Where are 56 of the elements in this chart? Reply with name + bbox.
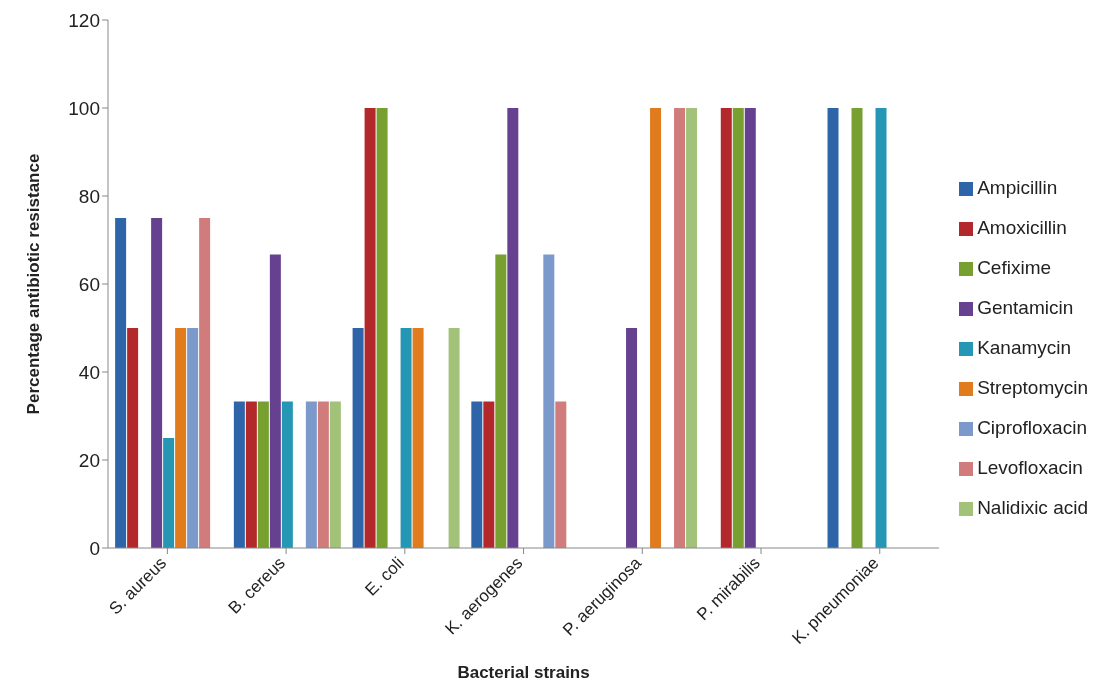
y-axis-title: Percentage antibiotic resistance: [24, 153, 44, 415]
bar: [732, 108, 744, 548]
y-tick-label: 120: [68, 9, 100, 31]
bar: [269, 254, 281, 548]
bar: [686, 108, 698, 548]
legend-label: Amoxicillin: [977, 217, 1067, 238]
bar: [543, 254, 555, 548]
x-tick-label: E. coli: [361, 553, 408, 600]
legend-label: Kanamycin: [977, 337, 1072, 358]
legend-label: Streptomycin: [977, 377, 1088, 398]
bar: [400, 328, 412, 548]
bar: [233, 401, 245, 548]
bar: [650, 108, 662, 548]
bar: [317, 401, 329, 548]
x-axis-title: Bacterial strains: [457, 663, 590, 682]
y-tick-label: 0: [89, 537, 100, 559]
bar: [495, 254, 507, 548]
bar: [483, 401, 495, 548]
bar: [115, 218, 127, 548]
bar: [744, 108, 756, 548]
bar: [352, 328, 364, 548]
bar: [364, 108, 376, 548]
y-tick-label: 80: [78, 185, 100, 207]
bar: [827, 108, 839, 548]
legend-label: Cefixime: [977, 257, 1052, 278]
legend-label: Ciprofloxacin: [977, 417, 1087, 438]
y-tick-label: 60: [78, 273, 100, 295]
legend-label: Nalidixic acid: [977, 497, 1088, 518]
legend-label: Levofloxacin: [977, 457, 1083, 478]
bar: [329, 401, 341, 548]
y-tick-label: 100: [68, 97, 100, 119]
bar: [257, 401, 269, 548]
bar: [281, 401, 293, 548]
legend-label: Gentamicin: [977, 297, 1074, 318]
bar: [187, 328, 199, 548]
bar: [674, 108, 686, 548]
y-tick-label: 20: [78, 449, 100, 471]
bar: [412, 328, 424, 548]
bar: [720, 108, 732, 548]
bar: [875, 108, 887, 548]
bar: [245, 401, 257, 548]
bar: [199, 218, 211, 548]
bar: [448, 328, 460, 548]
y-tick-label: 40: [78, 361, 100, 383]
bar: [305, 401, 317, 548]
legend-label: Ampicillin: [977, 177, 1058, 198]
bar: [151, 218, 163, 548]
bar: [376, 108, 388, 548]
bar: [471, 401, 483, 548]
bar: [127, 328, 139, 548]
bar: [626, 328, 638, 548]
bar: [507, 108, 519, 548]
bar: [555, 401, 567, 548]
bar: [175, 328, 187, 548]
bar: [851, 108, 863, 548]
bar: [163, 438, 175, 548]
